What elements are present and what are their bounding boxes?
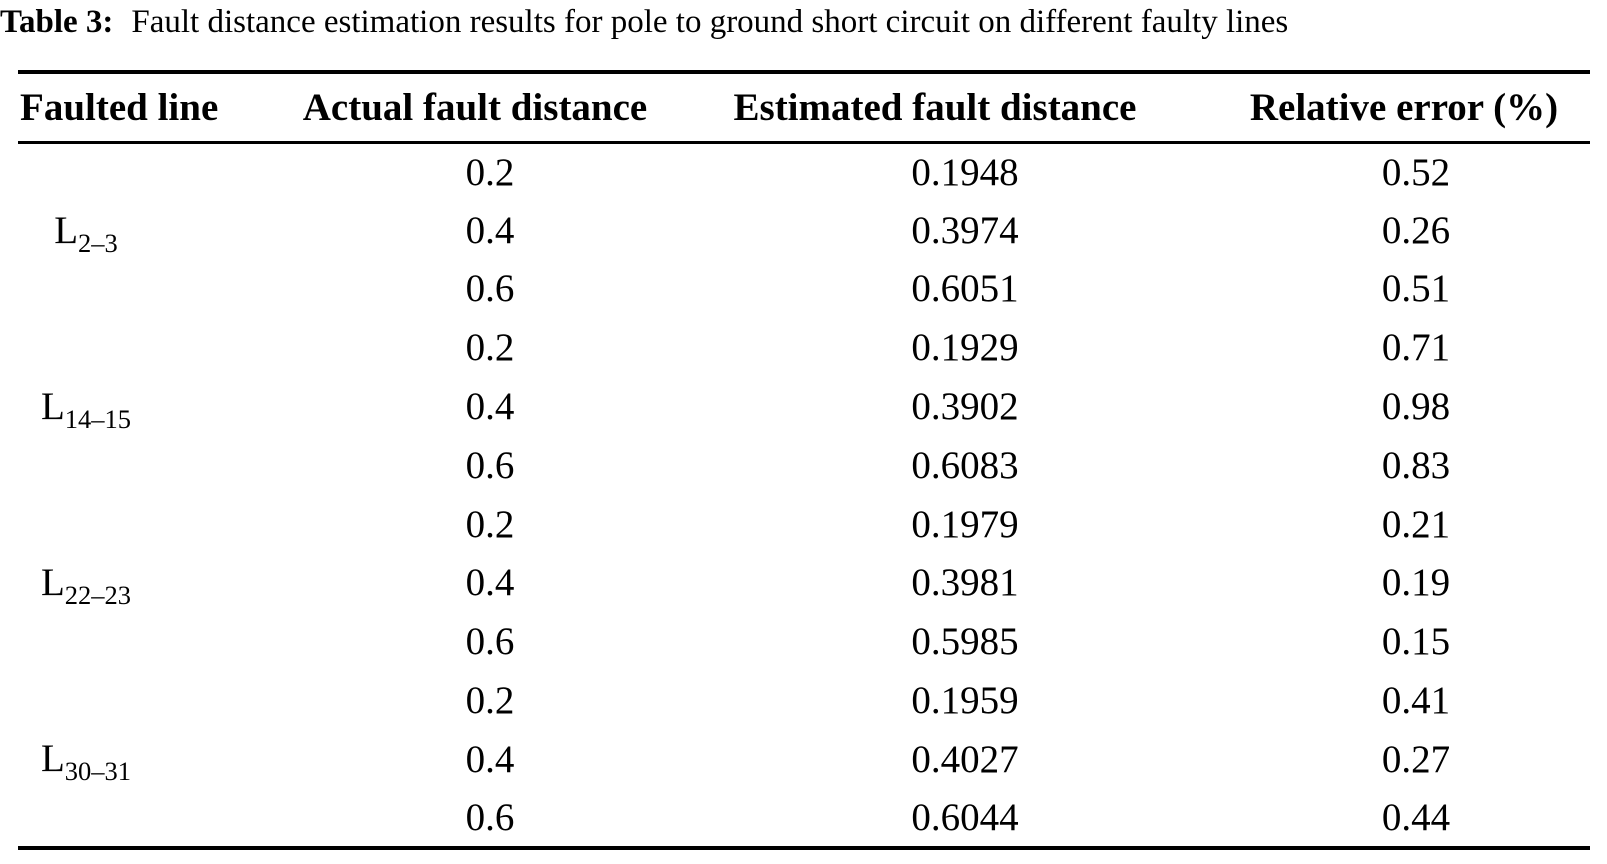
cell-estimated-distance: 0.3974 bbox=[911, 208, 1019, 252]
cell-actual-distance: 0.6 bbox=[465, 267, 515, 311]
faulted-line-label: L2–3 bbox=[18, 142, 250, 318]
cell-estimated-distance: 0.1929 bbox=[911, 326, 1019, 370]
table-row: L2–3 0.2 0.1948 0.52 bbox=[18, 142, 1590, 257]
cell-estimated-distance: 0.4027 bbox=[911, 737, 1019, 781]
table-row: 0.6 0.6051 0.51 bbox=[18, 260, 1590, 319]
table-row: L14–15 0.2 0.1929 0.71 bbox=[18, 318, 1590, 432]
line-label-subscript: 22–23 bbox=[64, 580, 132, 611]
cell-relative-error: 0.19 bbox=[1381, 561, 1451, 605]
column-header-faulted-line: Faulted line bbox=[20, 85, 219, 129]
table-caption: Table 3: Fault distance estimation result… bbox=[0, 4, 1288, 41]
cell-estimated-distance: 0.1948 bbox=[911, 150, 1019, 194]
cell-relative-error: 0.41 bbox=[1381, 679, 1451, 723]
cell-relative-error: 0.27 bbox=[1381, 737, 1451, 781]
table-row: 0.6 0.6044 0.44 bbox=[18, 789, 1590, 848]
cell-relative-error: 0.51 bbox=[1381, 267, 1451, 311]
cell-estimated-distance: 0.3902 bbox=[911, 385, 1019, 429]
line-label-base: L bbox=[40, 561, 65, 605]
table-row: 0.4 0.3974 0.26 bbox=[18, 201, 1590, 260]
cell-actual-distance: 0.4 bbox=[465, 561, 515, 605]
cell-actual-distance: 0.2 bbox=[465, 326, 515, 370]
cell-estimated-distance: 0.3981 bbox=[911, 561, 1019, 605]
table-row: 0.6 0.6083 0.83 bbox=[18, 436, 1590, 495]
cell-actual-distance: 0.2 bbox=[465, 502, 515, 546]
faulted-line-label: L22–23 bbox=[18, 495, 250, 671]
cell-estimated-distance: 0.6083 bbox=[911, 443, 1019, 487]
cell-actual-distance: 0.2 bbox=[465, 150, 515, 194]
table-row: 0.4 0.3981 0.19 bbox=[18, 554, 1590, 613]
line-label-base: L bbox=[54, 209, 79, 253]
cell-actual-distance: 0.6 bbox=[465, 620, 515, 664]
cell-actual-distance: 0.6 bbox=[465, 443, 515, 487]
cell-estimated-distance: 0.1979 bbox=[911, 502, 1019, 546]
cell-relative-error: 0.52 bbox=[1381, 150, 1451, 194]
cell-relative-error: 0.21 bbox=[1381, 502, 1451, 546]
cell-relative-error: 0.26 bbox=[1381, 208, 1451, 252]
table-row: L30–31 0.2 0.1959 0.41 bbox=[18, 671, 1590, 784]
line-label-subscript: 2–3 bbox=[78, 228, 118, 259]
column-header-estimated-fault-distance: Estimated fault distance bbox=[733, 85, 1137, 129]
table-caption-number: Table 3: bbox=[0, 4, 114, 40]
cell-relative-error: 0.15 bbox=[1381, 620, 1451, 664]
line-label-base: L bbox=[40, 385, 65, 429]
cell-relative-error: 0.98 bbox=[1381, 385, 1451, 429]
line-label-subscript: 14–15 bbox=[64, 403, 132, 434]
table-row: 0.6 0.5985 0.15 bbox=[18, 612, 1590, 671]
cell-actual-distance: 0.4 bbox=[465, 737, 515, 781]
cell-relative-error: 0.44 bbox=[1381, 795, 1451, 839]
cell-estimated-distance: 0.1959 bbox=[911, 679, 1019, 723]
table-row: L22–23 0.2 0.1979 0.21 bbox=[18, 495, 1590, 609]
cell-actual-distance: 0.2 bbox=[465, 679, 515, 723]
faulted-line-label: L30–31 bbox=[18, 671, 250, 847]
table-row: 0.4 0.4027 0.27 bbox=[18, 730, 1590, 789]
table-caption-text: Fault distance estimation results for po… bbox=[131, 4, 1289, 40]
cell-estimated-distance: 0.6044 bbox=[911, 795, 1019, 839]
faulted-line-label: L14–15 bbox=[18, 318, 250, 494]
cell-actual-distance: 0.6 bbox=[465, 795, 515, 839]
line-label-base: L bbox=[40, 736, 65, 780]
column-header-relative-error: Relative error (%) bbox=[1249, 85, 1559, 129]
table-header-row: Faulted line Actual fault distance Estim… bbox=[18, 72, 1590, 142]
column-header-actual-fault-distance: Actual fault distance bbox=[302, 85, 648, 129]
line-label-subscript: 30–31 bbox=[64, 755, 132, 786]
table-row: 0.4 0.3902 0.98 bbox=[18, 377, 1590, 436]
cell-estimated-distance: 0.5985 bbox=[911, 620, 1019, 664]
fault-distance-table: Faulted line Actual fault distance Estim… bbox=[18, 70, 1590, 850]
cell-actual-distance: 0.4 bbox=[465, 208, 515, 252]
cell-estimated-distance: 0.6051 bbox=[911, 267, 1019, 311]
cell-relative-error: 0.83 bbox=[1381, 443, 1451, 487]
cell-relative-error: 0.71 bbox=[1381, 326, 1451, 370]
cell-actual-distance: 0.4 bbox=[465, 385, 515, 429]
